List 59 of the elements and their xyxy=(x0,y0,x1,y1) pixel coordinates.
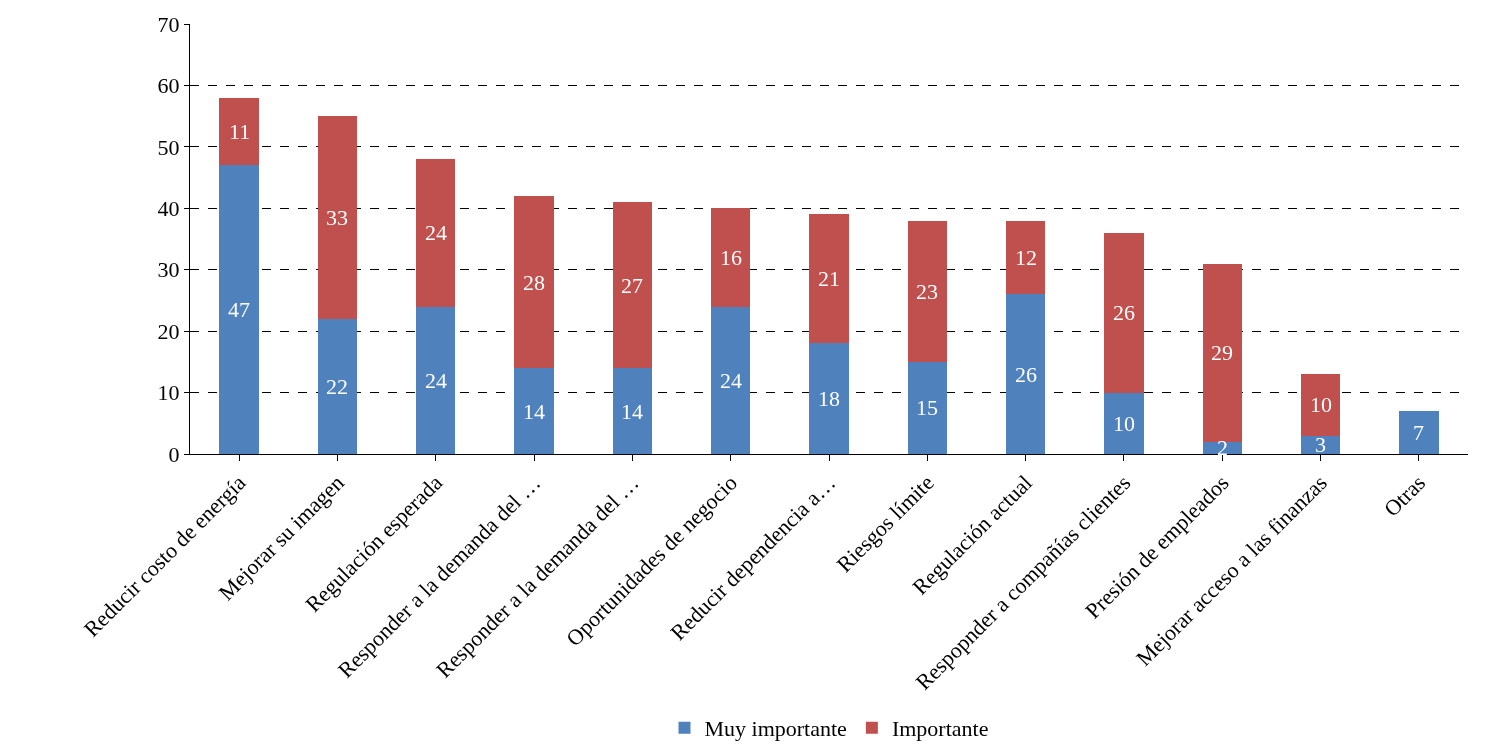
legend-label: Importante xyxy=(891,716,989,742)
bar xyxy=(1300,374,1341,436)
data-label: 33 xyxy=(326,205,348,230)
data-label: 2 xyxy=(1217,435,1228,460)
data-label: 10 xyxy=(1310,392,1332,417)
bar xyxy=(514,196,554,368)
y-tick-label: 40 xyxy=(157,195,180,221)
bar xyxy=(907,220,947,362)
bar xyxy=(514,368,554,454)
bar xyxy=(1399,411,1439,454)
bar xyxy=(1005,220,1046,295)
data-label: 22 xyxy=(326,374,348,399)
bar xyxy=(612,368,653,454)
data-label: 21 xyxy=(818,266,840,291)
data-label: 26 xyxy=(1113,300,1135,325)
bar xyxy=(1104,232,1144,393)
data-label: 29 xyxy=(1211,340,1233,365)
y-tick-label: 0 xyxy=(168,441,180,467)
data-label: 24 xyxy=(425,368,447,393)
y-tick-label: 50 xyxy=(157,134,180,160)
bar xyxy=(809,343,849,454)
bar xyxy=(219,97,259,166)
y-tick-label: 20 xyxy=(157,318,180,344)
bar xyxy=(416,306,456,454)
y-tick-label: 70 xyxy=(157,11,180,37)
legend-label: Muy importante xyxy=(704,716,847,742)
y-tick-label: 60 xyxy=(157,73,180,99)
bar xyxy=(907,361,947,454)
bar xyxy=(1104,392,1144,454)
bar xyxy=(1005,294,1046,454)
data-label: 11 xyxy=(229,119,251,144)
data-label: 47 xyxy=(228,297,250,322)
x-tick-label: Otras xyxy=(1378,470,1431,522)
bar xyxy=(612,202,653,368)
data-label: 26 xyxy=(1015,362,1037,387)
data-label: 24 xyxy=(720,368,742,393)
bar xyxy=(809,214,849,344)
bar xyxy=(317,318,358,454)
bar xyxy=(219,165,259,454)
data-label: 14 xyxy=(621,399,643,424)
data-label: 28 xyxy=(523,270,545,295)
data-label: 27 xyxy=(621,273,643,298)
data-label: 7 xyxy=(1413,420,1424,445)
data-label: 12 xyxy=(1015,245,1037,270)
bar xyxy=(711,208,751,307)
data-label: 3 xyxy=(1315,432,1326,457)
data-label: 14 xyxy=(523,399,545,424)
bar xyxy=(711,306,751,454)
bar xyxy=(317,116,358,319)
data-label: 15 xyxy=(916,395,938,420)
data-label: 18 xyxy=(818,386,840,411)
data-label: 16 xyxy=(720,245,742,270)
bar xyxy=(1202,263,1242,442)
data-label: 10 xyxy=(1113,411,1135,436)
data-label: 23 xyxy=(916,279,938,304)
y-tick-label: 10 xyxy=(157,380,180,406)
data-label: 24 xyxy=(425,220,447,245)
y-tick-label: 30 xyxy=(157,257,180,283)
bar xyxy=(416,159,456,307)
